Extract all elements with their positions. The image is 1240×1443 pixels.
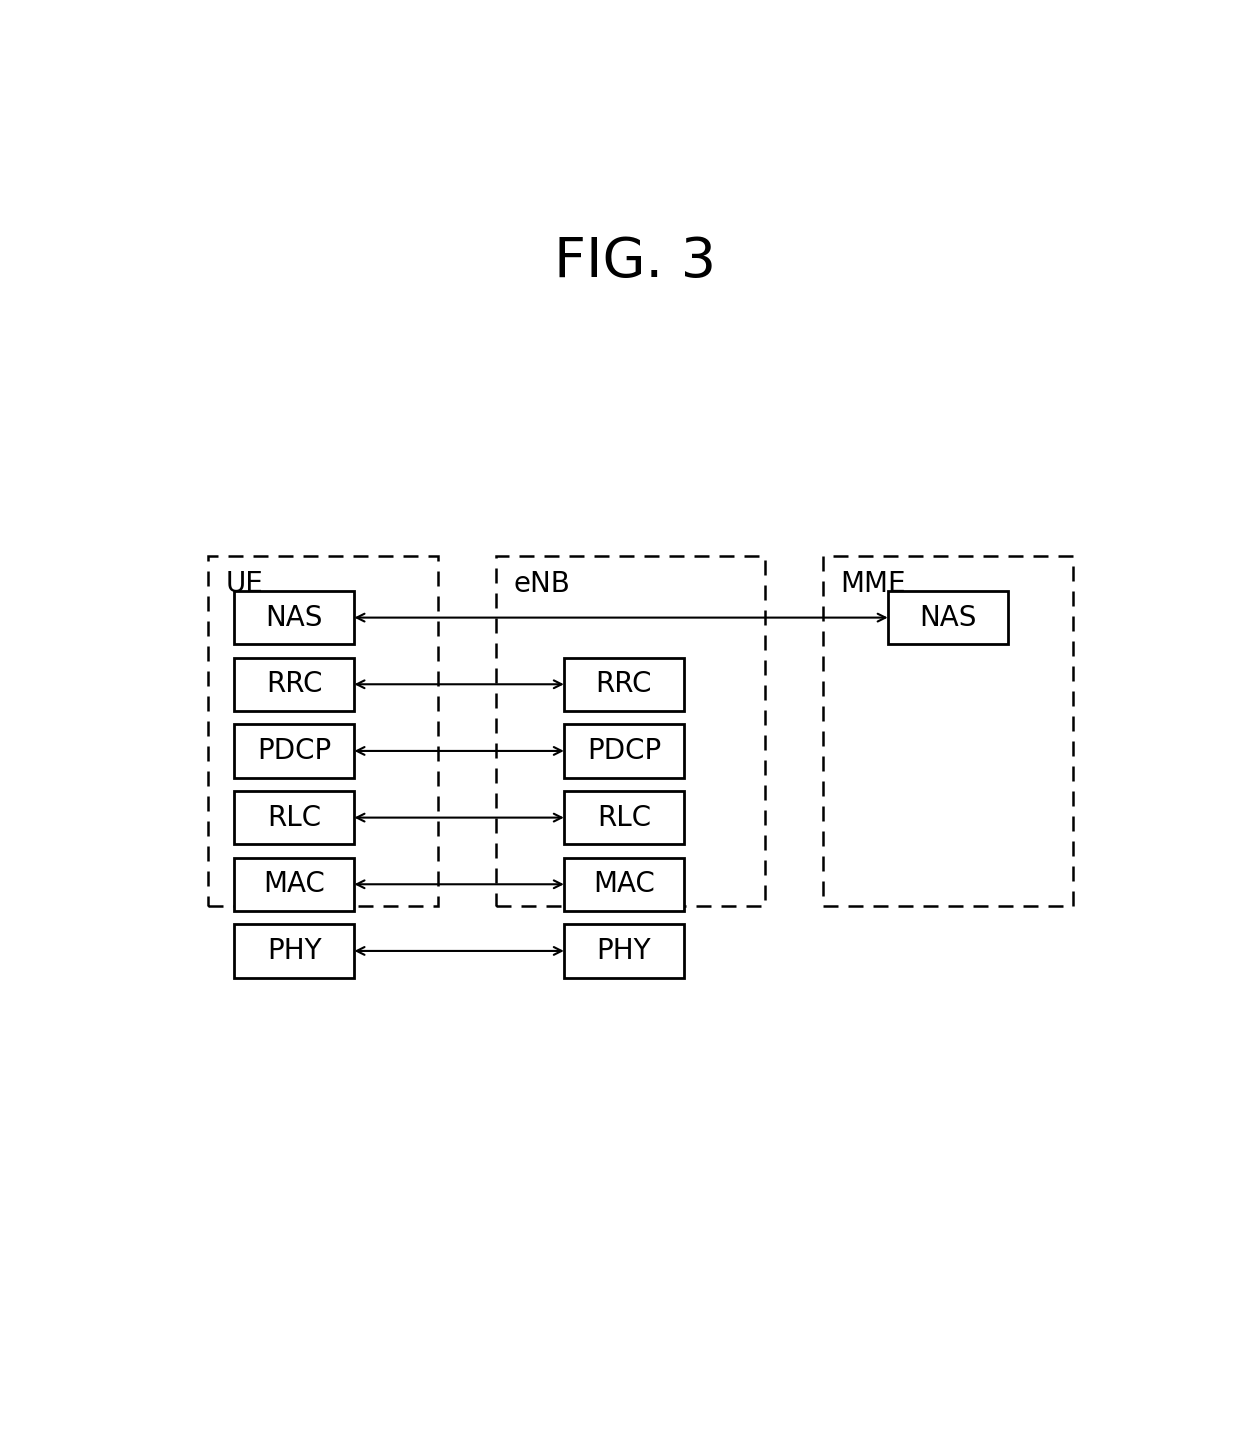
Text: RLC: RLC <box>268 804 321 831</box>
Text: MME: MME <box>841 570 905 597</box>
Text: MAC: MAC <box>593 870 655 899</box>
Bar <box>888 592 1008 644</box>
Bar <box>234 925 355 977</box>
Text: PHY: PHY <box>596 937 651 965</box>
Text: RRC: RRC <box>267 670 322 698</box>
Text: RLC: RLC <box>596 804 651 831</box>
Bar <box>208 557 439 906</box>
Bar <box>823 557 1073 906</box>
Text: PDCP: PDCP <box>257 737 331 765</box>
Bar <box>564 857 684 911</box>
Text: FIG. 3: FIG. 3 <box>554 235 717 289</box>
Bar <box>564 658 684 711</box>
Bar <box>234 857 355 911</box>
Text: eNB: eNB <box>513 570 570 597</box>
Bar <box>564 925 684 977</box>
Text: PDCP: PDCP <box>587 737 661 765</box>
Text: UE: UE <box>226 570 263 597</box>
Text: MAC: MAC <box>263 870 325 899</box>
Bar <box>234 592 355 644</box>
Text: NAS: NAS <box>919 603 977 632</box>
Text: RRC: RRC <box>595 670 652 698</box>
Bar <box>496 557 765 906</box>
Text: PHY: PHY <box>267 937 321 965</box>
Bar <box>234 658 355 711</box>
Bar <box>234 791 355 844</box>
Bar <box>564 724 684 778</box>
Text: NAS: NAS <box>265 603 324 632</box>
Bar <box>564 791 684 844</box>
Bar <box>234 724 355 778</box>
